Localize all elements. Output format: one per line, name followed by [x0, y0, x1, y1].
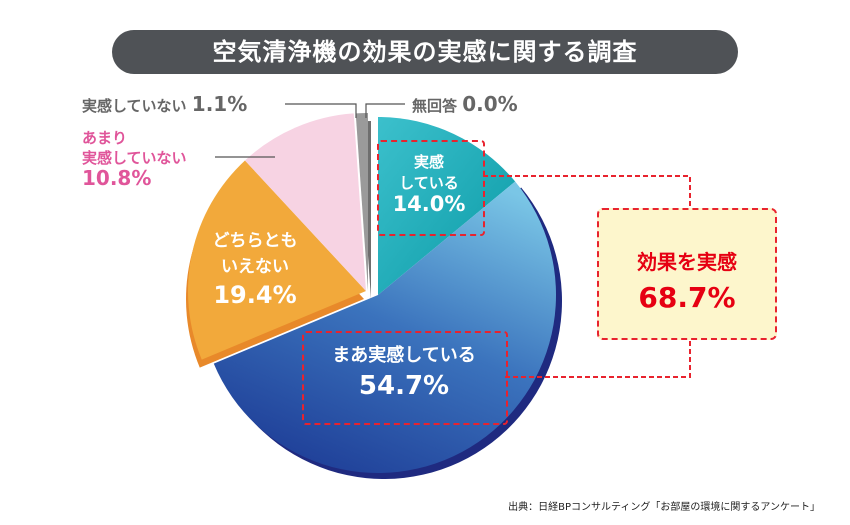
slice-not-felt: [355, 113, 368, 291]
label-text: いえない: [221, 257, 289, 277]
label-value: 19.4%: [213, 281, 297, 309]
label-value: 0.0%: [462, 92, 518, 116]
label-text: 実感: [413, 153, 444, 171]
label-text: している: [399, 174, 459, 192]
label-text: 実感していない: [82, 97, 187, 115]
source-note: 出典：日経BPコンサルティング「お部屋の環境に関するアンケート」: [508, 502, 820, 513]
label-neutral: どちらとも いえない 19.4%: [195, 228, 315, 310]
callout-label: 効果を実感: [637, 250, 737, 274]
label-not-felt: 実感していない 1.1%: [82, 92, 247, 116]
label-text: あまり: [82, 129, 128, 147]
label-text: 実感していない: [82, 149, 187, 167]
label-text: 無回答: [412, 97, 458, 115]
slice-not-much: [244, 113, 366, 291]
callout-value: 68.7%: [638, 281, 736, 314]
label-value: 14.0%: [392, 192, 466, 216]
label-not-much: あまり 実感していない 10.8%: [82, 128, 187, 188]
leader-lines: [215, 103, 691, 378]
callout-effect-felt: 効果を実感 68.7%: [597, 208, 777, 340]
slice-felt: [378, 117, 516, 295]
label-text: まあ実感している: [332, 345, 476, 366]
label-value: 1.1%: [191, 92, 248, 116]
label-somewhat-felt: まあ実感している 54.7%: [304, 343, 504, 403]
leader-line-not-felt: [285, 103, 357, 118]
slice-somewhat-felt: [213, 181, 556, 474]
callout-connector: [505, 336, 691, 378]
label-value: 54.7%: [358, 371, 450, 401]
slice-neutral: [187, 160, 366, 360]
label-text: どちらとも: [212, 231, 298, 251]
chart-title: 空気清浄機の効果の実感に関する調査: [112, 30, 738, 74]
callout-connector: [483, 175, 691, 208]
highlight-box-somewhat-felt: [302, 331, 508, 425]
label-value: 10.8%: [82, 166, 152, 190]
highlight-box-felt: [377, 140, 485, 236]
label-felt: 実感 している 14.0%: [379, 152, 479, 215]
label-no-answer: 無回答 0.0%: [412, 92, 518, 116]
leader-line-no-answer: [365, 103, 405, 118]
